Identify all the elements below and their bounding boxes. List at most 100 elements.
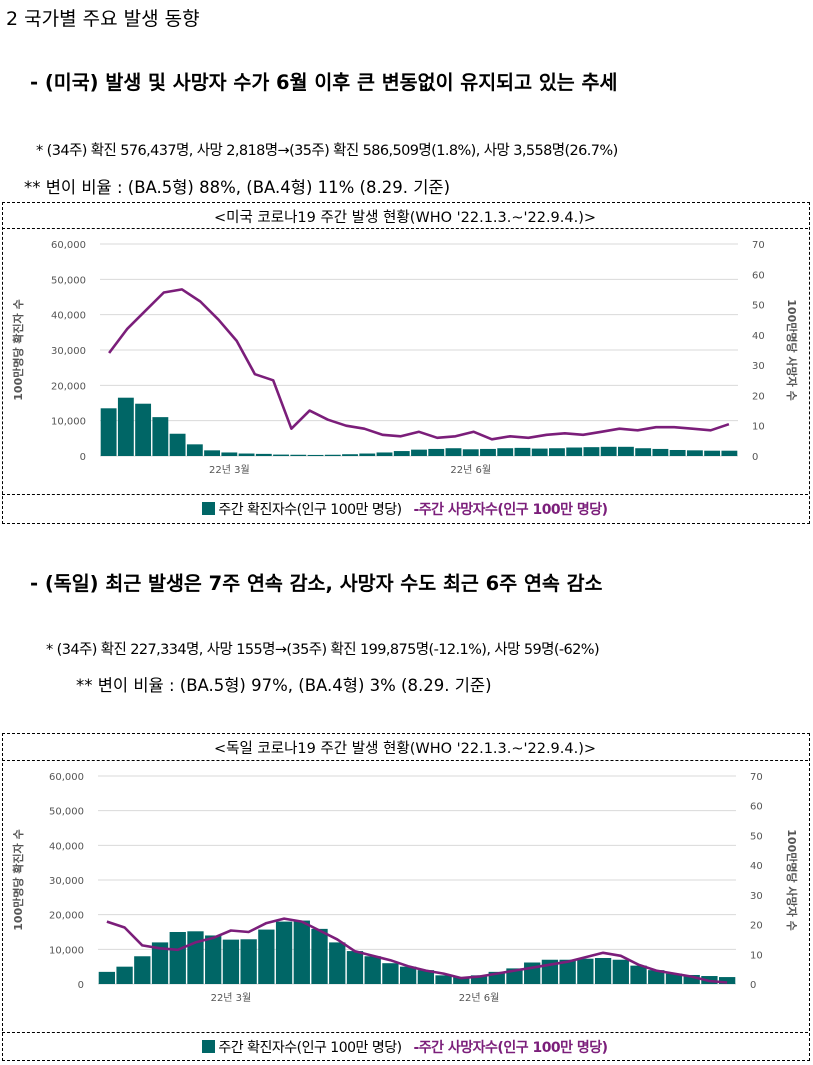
section-title: 2 국가별 주요 발생 동향: [6, 8, 200, 30]
de-xtick: 22년 3월: [211, 992, 252, 1004]
us-bar: [238, 453, 255, 456]
de-note-weekly: * (34주) 확진 227,334명, 사망 155명→(35주) 확진 19…: [46, 642, 600, 658]
de-bar: [683, 974, 700, 984]
de-ylabel-right: 100만명당 사망자 수: [785, 829, 799, 930]
us-chart-caption: <미국 코로나19 주간 발생 현황(WHO '22.1.3.~'22.9.4.…: [213, 210, 597, 226]
de-bar: [169, 932, 186, 984]
us-ytick-left: 10,000: [51, 417, 86, 428]
de-bar: [205, 935, 222, 984]
de-bar: [470, 975, 488, 984]
us-bar: [514, 447, 531, 456]
de-ytick-right: 20: [750, 921, 763, 932]
de-bar: [559, 959, 576, 984]
legend-bar-swatch: [202, 502, 216, 515]
de-ytick-right: 50: [750, 831, 763, 842]
de-bar: [151, 942, 169, 984]
de-bar: [311, 928, 328, 984]
de-bar: [275, 921, 293, 984]
us-bar: [100, 408, 117, 456]
us-caption-divider: [2, 228, 808, 229]
us-death-line: [108, 288, 730, 441]
us-bar: [462, 449, 479, 456]
us-ytick-right: 50: [752, 301, 765, 312]
de-bar: [134, 956, 151, 984]
us-bar: [652, 448, 669, 456]
de-bar: [665, 973, 683, 984]
us-ytick-left: 0: [80, 452, 86, 463]
us-ytick-left: 30,000: [51, 346, 86, 357]
us-ytick-right: 60: [752, 270, 765, 281]
de-ylabel-left: 100만명당 확진자 수: [11, 829, 25, 930]
de-bar: [577, 958, 594, 984]
us-bar: [273, 454, 289, 456]
us-bar: [721, 450, 738, 456]
us-bar: [255, 453, 272, 456]
us-bar: [497, 448, 514, 456]
de-bar: [329, 942, 346, 984]
us-chart-box: [2, 202, 810, 524]
de-ytick-left: 20,000: [49, 911, 84, 922]
us-xtick: 22년 6월: [450, 464, 491, 476]
de-ytick-left: 60,000: [49, 772, 84, 783]
de-bar: [382, 963, 399, 984]
us-bar: [686, 450, 703, 456]
us-chart: 60,000 50,000 40,000 30,000 20,000 10,000 0 70 6…: [11, 240, 799, 476]
us-xtick: 22년 3월: [209, 464, 250, 476]
de-ytick-left: 0: [78, 980, 84, 991]
de-bar: [630, 965, 647, 984]
de-bar: [453, 977, 470, 984]
de-xtick: 22년 6월: [459, 992, 500, 1004]
us-bar: [152, 417, 169, 456]
us-bar: [600, 446, 617, 456]
de-chart-box: [2, 733, 810, 1061]
legend-bar-swatch: [202, 1040, 216, 1053]
de-bar: [258, 929, 275, 984]
de-bar: [594, 958, 612, 984]
us-ytick-right: 0: [752, 452, 758, 463]
de-note-variant: ** 변이 비율 : (BA.5형) 97%, (BA.4형) 3% (8.29…: [76, 676, 492, 695]
us-bar: [117, 397, 134, 456]
us-bar: [324, 454, 341, 456]
us-legend-divider: [2, 494, 808, 495]
de-bar: [612, 959, 629, 984]
de-bar: [240, 939, 257, 984]
de-legend-line-label: -주간 사망자수(인구 100만 명당): [413, 1040, 608, 1056]
us-bar: [531, 448, 548, 456]
de-ytick-right: 70: [750, 772, 763, 783]
de-ytick-right: 30: [750, 891, 763, 902]
us-bar: [135, 403, 152, 456]
us-headline: - (미국) 발생 및 사망자 수가 6월 이후 큰 변동없이 유지되고 있는 …: [30, 71, 618, 94]
us-bar: [428, 448, 445, 456]
us-note-weekly: * (34주) 확진 576,437명, 사망 2,818명→(35주) 확진 …: [36, 143, 618, 159]
us-bar: [411, 449, 427, 456]
de-bar: [98, 971, 116, 984]
de-ytick-right: 40: [750, 861, 763, 872]
de-bar: [399, 966, 417, 984]
us-bar: [393, 451, 410, 456]
us-legend-bar-label: 주간 확진자수(인구 100만 명당): [218, 502, 402, 518]
de-bar: [116, 966, 133, 984]
us-bar: [186, 444, 203, 456]
us-ylabel-right: 100만명당 사망자 수: [785, 299, 799, 400]
us-note-variant: ** 변이 비율 : (BA.5형) 88%, (BA.4형) 11% (8.2…: [24, 178, 451, 197]
us-bar: [307, 454, 324, 456]
us-ytick-right: 40: [752, 331, 765, 342]
us-ytick-left: 60,000: [51, 240, 86, 251]
us-bar: [204, 450, 221, 456]
de-legend: 주간 확진자수(인구 100만 명당) -주간 사망자수(인구 100만 명당): [2, 1037, 808, 1057]
de-bar: [364, 956, 381, 984]
us-bar: [342, 454, 358, 456]
us-bar: [669, 449, 686, 456]
de-legend-bar-label: 주간 확진자수(인구 100만 명당): [218, 1040, 402, 1056]
us-ytick-right: 70: [752, 240, 765, 251]
us-bar: [445, 448, 462, 456]
de-bar: [293, 920, 310, 984]
us-legend-line-label: -주간 사망자수(인구 100만 명당): [413, 502, 608, 518]
us-bar: [635, 448, 652, 456]
us-ytick-left: 40,000: [51, 311, 86, 322]
de-bar: [346, 951, 364, 984]
de-chart: 60,000 50,000 40,000 30,000 20,000 10,000 0 70 6…: [11, 772, 799, 1004]
us-ytick-left: 50,000: [51, 275, 86, 286]
de-ytick-left: 50,000: [49, 807, 84, 818]
us-bar: [290, 454, 307, 456]
